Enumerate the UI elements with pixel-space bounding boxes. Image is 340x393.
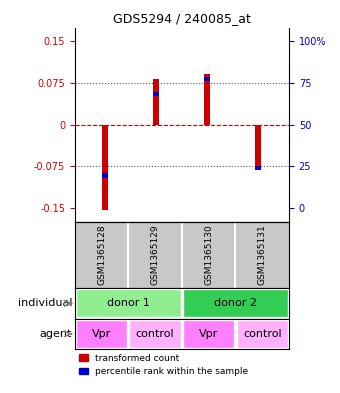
Bar: [183, 320, 234, 348]
Bar: [237, 320, 288, 348]
Bar: [76, 289, 181, 318]
Text: individual: individual: [18, 298, 72, 309]
Text: Vpr: Vpr: [92, 329, 111, 339]
Text: GSM1365129: GSM1365129: [151, 224, 159, 285]
Title: GDS5294 / 240085_at: GDS5294 / 240085_at: [113, 12, 251, 25]
Bar: [153, 79, 159, 125]
Bar: [183, 289, 288, 318]
Bar: [76, 320, 127, 348]
Bar: [255, 165, 261, 170]
Text: Vpr: Vpr: [199, 329, 218, 339]
Bar: [204, 73, 210, 125]
Bar: [153, 92, 159, 96]
Bar: [255, 125, 261, 170]
Text: agent: agent: [40, 329, 72, 339]
Bar: [102, 173, 108, 178]
Text: GSM1365130: GSM1365130: [204, 224, 213, 285]
Text: control: control: [243, 329, 282, 339]
Bar: [204, 77, 210, 81]
Text: GSM1365131: GSM1365131: [258, 224, 267, 285]
Text: donor 2: donor 2: [214, 298, 257, 309]
Bar: [102, 125, 108, 211]
Bar: [130, 320, 181, 348]
Text: GSM1365128: GSM1365128: [97, 224, 106, 285]
Text: control: control: [136, 329, 174, 339]
Text: donor 1: donor 1: [107, 298, 150, 309]
Legend: transformed count, percentile rank within the sample: transformed count, percentile rank withi…: [75, 350, 252, 380]
